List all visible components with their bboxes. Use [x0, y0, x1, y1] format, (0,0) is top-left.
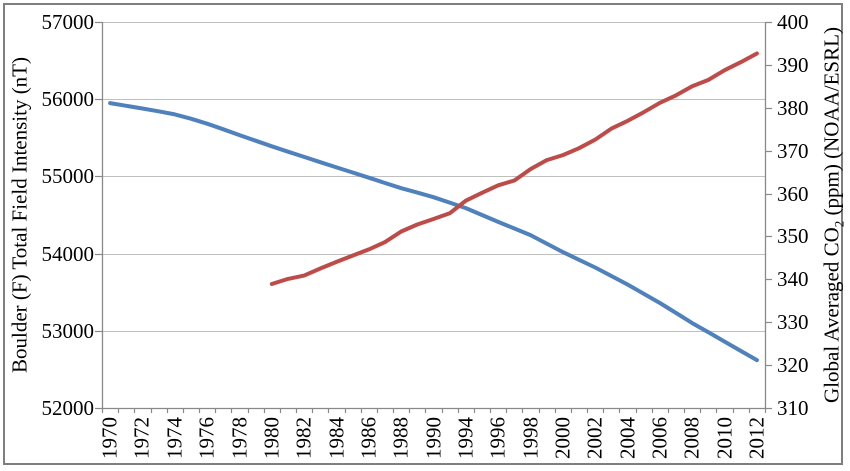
y-right-tick-label: 330: [777, 310, 809, 335]
y-right-tick-label: 390: [777, 52, 809, 77]
y-left-tick-label: 54000: [41, 241, 95, 266]
x-tick-label: 1974: [162, 417, 187, 459]
y-right-tick-label: 400: [777, 10, 809, 34]
y-right-tick-label: 350: [777, 224, 809, 249]
y-left-tick-label: 55000: [41, 164, 95, 189]
x-tick-label: 1976: [194, 417, 219, 459]
x-tick-label: 1988: [388, 417, 413, 459]
y-axis-title-left: Boulder (F) Total Field Intensity (nT): [7, 56, 32, 374]
x-tick-label: 1980: [259, 417, 284, 459]
y-left-tick-label: 53000: [41, 318, 95, 343]
x-tick-label: 1994: [453, 417, 478, 459]
y-right-tick-label: 320: [777, 353, 809, 378]
x-tick-label: 1996: [485, 417, 510, 459]
x-tick-label: 1972: [129, 417, 154, 459]
x-tick-label: 2000: [550, 417, 575, 459]
x-tick-label: 1978: [227, 417, 251, 459]
x-tick-label: 2006: [647, 417, 672, 459]
x-tick-label: 2002: [582, 417, 607, 459]
x-tick-label: 1990: [421, 417, 445, 459]
x-tick-label: 1984: [324, 417, 348, 459]
y-right-tick-label: 310: [777, 396, 809, 420]
x-tick-label: 2010: [712, 417, 737, 459]
x-tick-label: 1970: [97, 417, 122, 459]
series-line-co2: [269, 51, 759, 286]
y-axis-title-right: Global Averaged CO2 (ppm) (NOAA/ESRL): [820, 27, 847, 403]
y-left-tick-label: 52000: [41, 396, 95, 420]
y-right-tick-label: 380: [777, 95, 809, 120]
x-tick-label: 2004: [615, 417, 639, 459]
series-line-boulder-field: [108, 101, 759, 363]
x-tick-label: 2012: [744, 417, 769, 459]
x-tick-label: 1998: [518, 417, 542, 459]
x-tick-label: 2008: [679, 417, 704, 459]
y-left-tick-label: 56000: [41, 87, 95, 112]
x-tick-label: 1986: [356, 417, 381, 459]
y-right-tick-label: 340: [777, 267, 809, 292]
y-right-tick-label: 370: [777, 138, 809, 163]
x-tick-label: 1982: [291, 417, 316, 459]
y-left-tick-label: 57000: [41, 10, 95, 34]
y-right-tick-label: 360: [777, 181, 809, 206]
